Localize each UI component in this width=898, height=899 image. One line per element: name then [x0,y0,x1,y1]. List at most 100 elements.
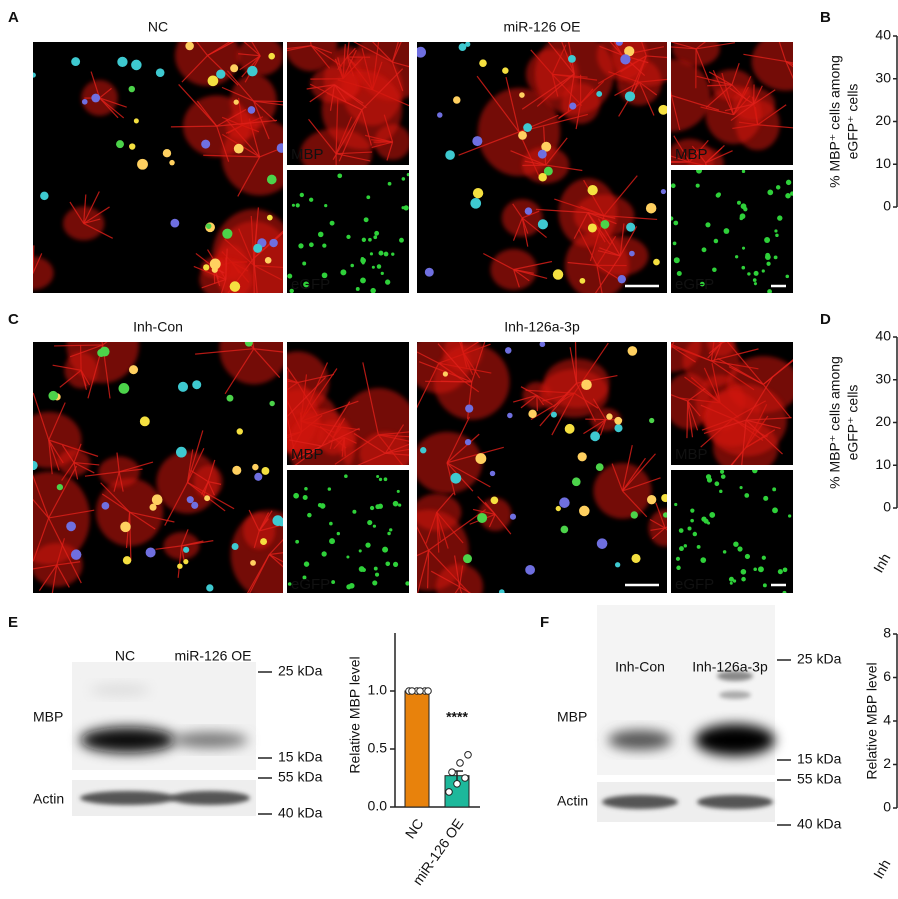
cell [695,183,700,188]
y-tick-label: 0.0 [368,798,388,814]
cell [596,91,603,97]
process [599,247,621,257]
process [69,344,103,358]
marker-label: 15 kDa [797,751,842,767]
cell [266,214,273,221]
process [713,342,722,361]
process [253,258,255,293]
y-axis-label: % MBP⁺ cells among [827,356,843,489]
process [417,362,440,409]
process [48,517,82,584]
cell [788,514,792,518]
process [287,376,326,418]
process [785,60,793,66]
process [521,217,529,247]
cell [753,270,759,276]
process [609,42,623,56]
image-content [671,170,793,293]
row-label: Actin [33,791,64,807]
condition-label: NC [148,19,168,35]
process [567,73,575,112]
cell [205,223,212,229]
cell [736,200,741,205]
process [512,217,523,241]
cell [149,503,157,511]
process [334,84,367,109]
cell [706,477,713,483]
process [61,444,75,463]
cell [383,251,389,257]
cell [761,269,765,273]
process [671,161,690,163]
cell [211,266,218,273]
process [574,342,578,384]
data-point [445,788,453,796]
mbp-blob [671,59,711,132]
process [671,345,696,363]
process [48,402,66,441]
cell [581,379,592,391]
cell [579,277,586,284]
cell [337,173,343,179]
cell [661,493,667,503]
cell [671,183,676,189]
process [216,108,247,127]
cell [203,264,210,271]
cell [128,365,139,375]
process [446,433,480,464]
cell [118,383,130,394]
process [216,119,278,127]
process [391,42,399,63]
cell [752,470,758,474]
cell [550,411,557,418]
process [724,103,754,112]
process [33,253,43,274]
cell [261,467,270,475]
process [90,71,101,99]
process [83,222,113,239]
process [207,481,215,496]
cell [361,237,367,242]
process [253,258,258,293]
cell [701,247,707,253]
mbp-blob [359,431,409,465]
process [362,362,380,436]
cell [737,546,743,552]
cell [761,555,766,560]
cell [369,252,374,256]
cell [676,565,681,571]
process [762,359,793,385]
y-tick-label: 1.0 [368,682,388,698]
cell [719,470,725,474]
process [48,439,99,457]
process [113,471,120,492]
process [253,530,260,549]
cell [308,197,314,202]
micrograph [417,342,667,593]
cell [361,261,365,265]
process [757,104,787,126]
process [458,586,463,593]
cell [120,521,131,533]
cell [690,518,694,523]
process [310,45,333,54]
cell [709,512,716,518]
cell [555,505,561,512]
process [720,342,723,344]
cell [207,75,219,87]
process [745,376,774,421]
process [33,474,50,519]
process [505,77,520,133]
cell [250,560,256,566]
y-axis-label: % MBP⁺ cells among [827,55,843,188]
process [721,342,726,344]
x-tick-label: NC [402,816,427,842]
cell [782,567,788,573]
cell [360,277,366,284]
micrograph [33,342,283,593]
image-content [417,42,667,293]
process [695,42,707,50]
cell [183,546,190,553]
process [785,60,793,68]
lane-label: NC [115,648,135,664]
